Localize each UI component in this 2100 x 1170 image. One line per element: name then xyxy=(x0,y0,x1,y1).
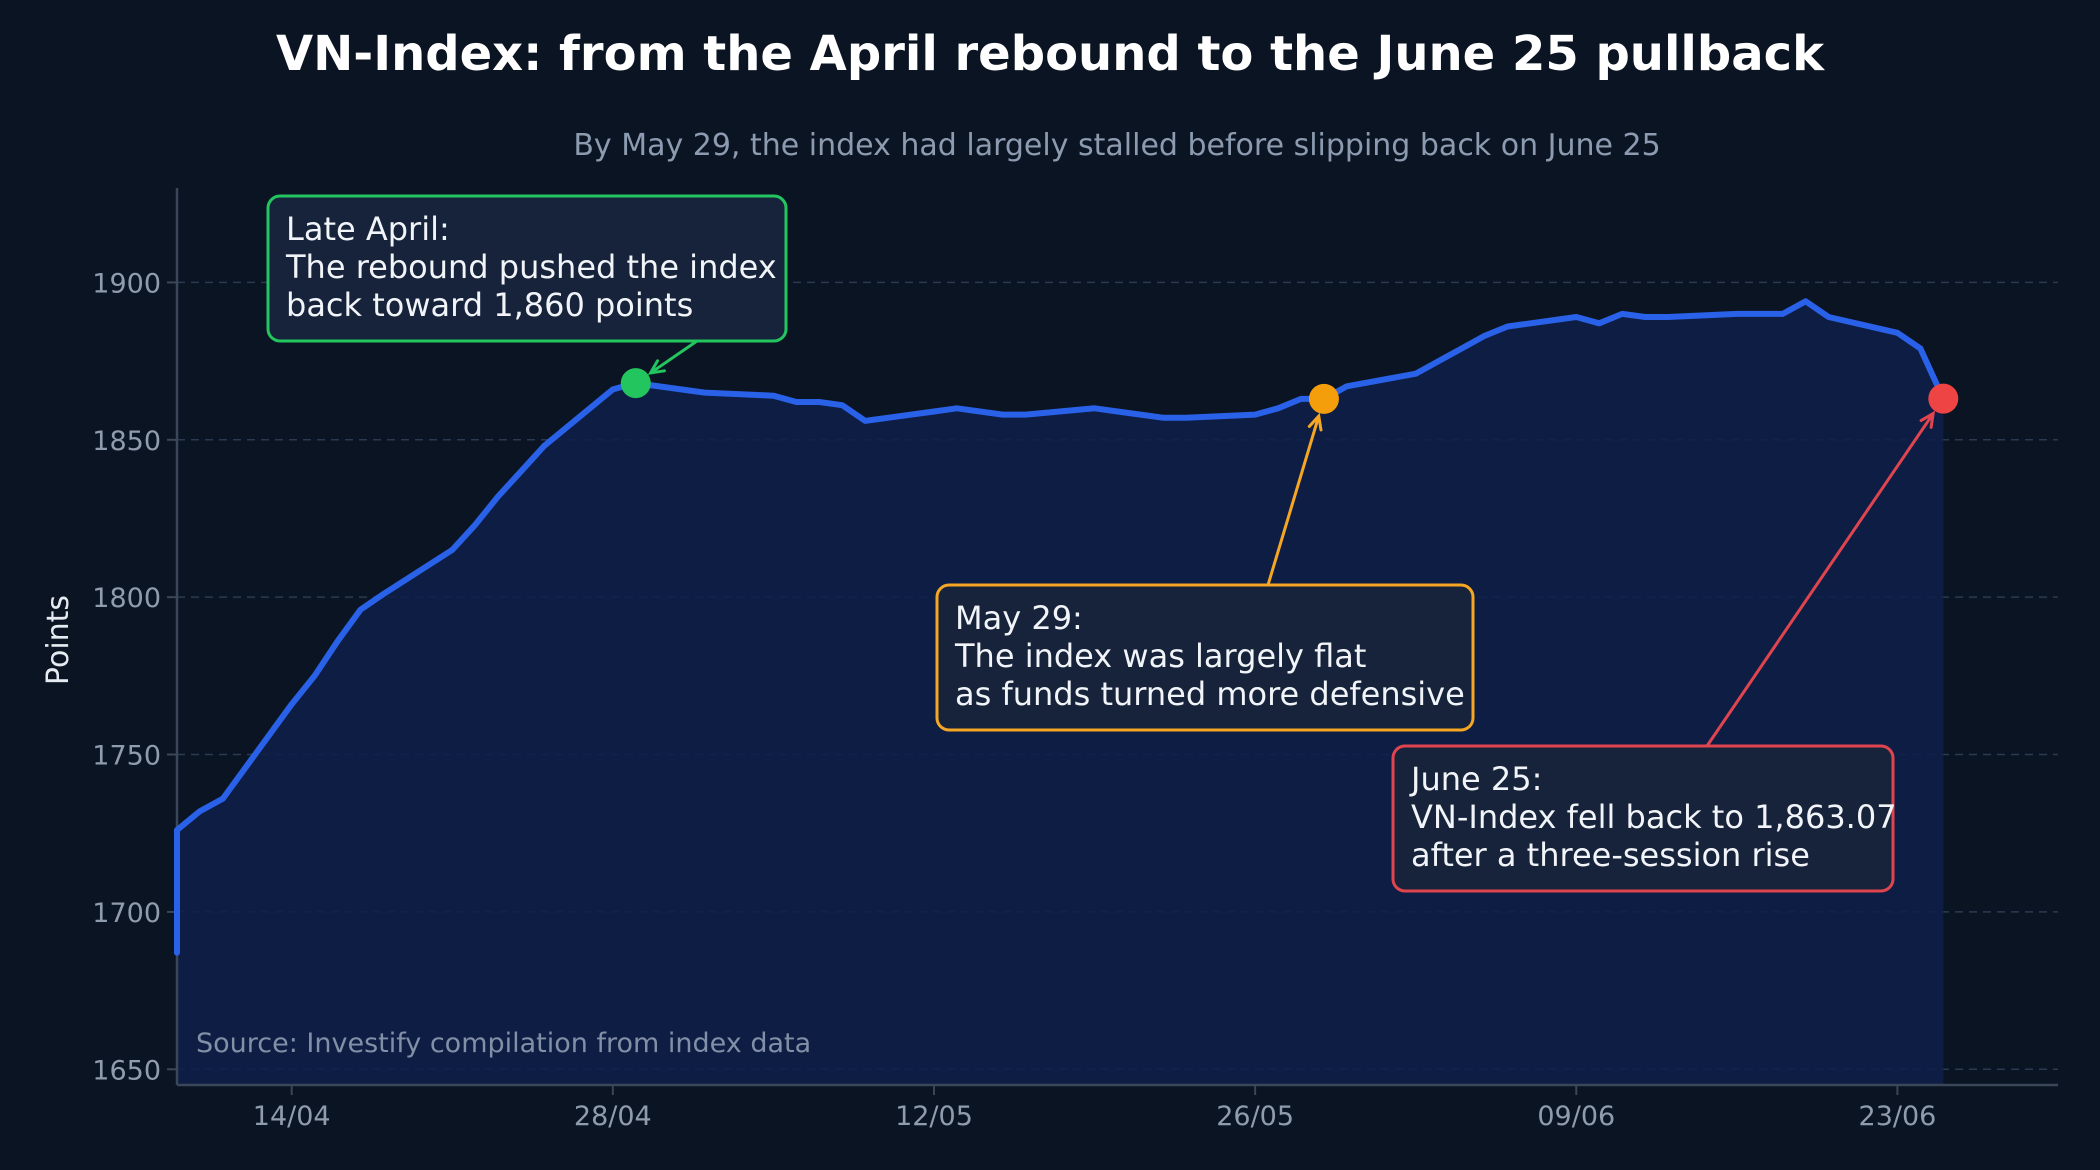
x-tick-label: 12/05 xyxy=(895,1101,973,1132)
y-axis-title: Points xyxy=(41,595,76,685)
annotation-line: as funds turned more defensive xyxy=(955,675,1465,713)
x-tick-label: 28/04 xyxy=(574,1101,652,1132)
annotation-line: back toward 1,860 points xyxy=(286,286,693,324)
series-line-group xyxy=(174,298,1947,956)
arrow-head xyxy=(1919,410,1936,429)
chart-title: VN-Index: from the April rebound to the … xyxy=(276,26,1825,82)
x-tick-label: 09/06 xyxy=(1537,1101,1615,1132)
y-tick-labels: 1650 1700 1750 1800 1850 1900 xyxy=(92,268,177,1086)
y-tick-label: 1850 xyxy=(92,426,161,457)
annotation-1: Late April:The rebound pushed the indexb… xyxy=(266,194,788,375)
annotation-line: after a three-session rise xyxy=(1411,836,1810,874)
y-tick-label: 1700 xyxy=(92,898,161,929)
annotation-arrow xyxy=(649,339,698,375)
annotation-line: The rebound pushed the index xyxy=(285,248,777,286)
y-tick-label: 1800 xyxy=(92,583,161,614)
x-tick-label: 26/05 xyxy=(1216,1101,1294,1132)
x-tick-label: 14/04 xyxy=(253,1101,331,1132)
marker-point-1 xyxy=(620,368,651,399)
annotations: Late April:The rebound pushed the indexb… xyxy=(266,194,1936,893)
annotation-arrow xyxy=(1705,412,1935,747)
annotation-line: June 25: xyxy=(1409,760,1542,798)
annotation-3: June 25:VN-Index fell back to 1,863.07af… xyxy=(1391,410,1936,893)
series-line xyxy=(174,298,1947,956)
annotation-line: The index was largely flat xyxy=(954,637,1366,675)
markers xyxy=(620,368,1959,414)
arrow-head xyxy=(647,359,666,375)
marker-point-2 xyxy=(1308,383,1339,414)
annotation-box xyxy=(1391,744,1895,893)
y-tick-label: 1650 xyxy=(92,1055,161,1086)
x-tick-label: 23/06 xyxy=(1859,1101,1937,1132)
annotation-box xyxy=(935,583,1475,732)
chart-subtitle: By May 29, the index had largely stalled… xyxy=(573,128,1660,163)
x-tick-labels: 14/04 28/04 12/05 26/05 09/06 23/06 xyxy=(253,1085,1937,1132)
marker-point-3 xyxy=(1928,383,1959,414)
y-tick-label: 1900 xyxy=(92,268,161,299)
source-note: Source: Investify compilation from index… xyxy=(196,1028,811,1059)
y-tick-label: 1750 xyxy=(92,741,161,772)
annotation-arrow xyxy=(1266,415,1321,586)
annotation-line: VN-Index fell back to 1,863.07 xyxy=(1411,798,1897,836)
arrow-head xyxy=(1307,412,1323,432)
annotation-box xyxy=(266,194,788,343)
annotation-line: May 29: xyxy=(955,599,1083,637)
annotation-line: Late April: xyxy=(286,210,450,248)
